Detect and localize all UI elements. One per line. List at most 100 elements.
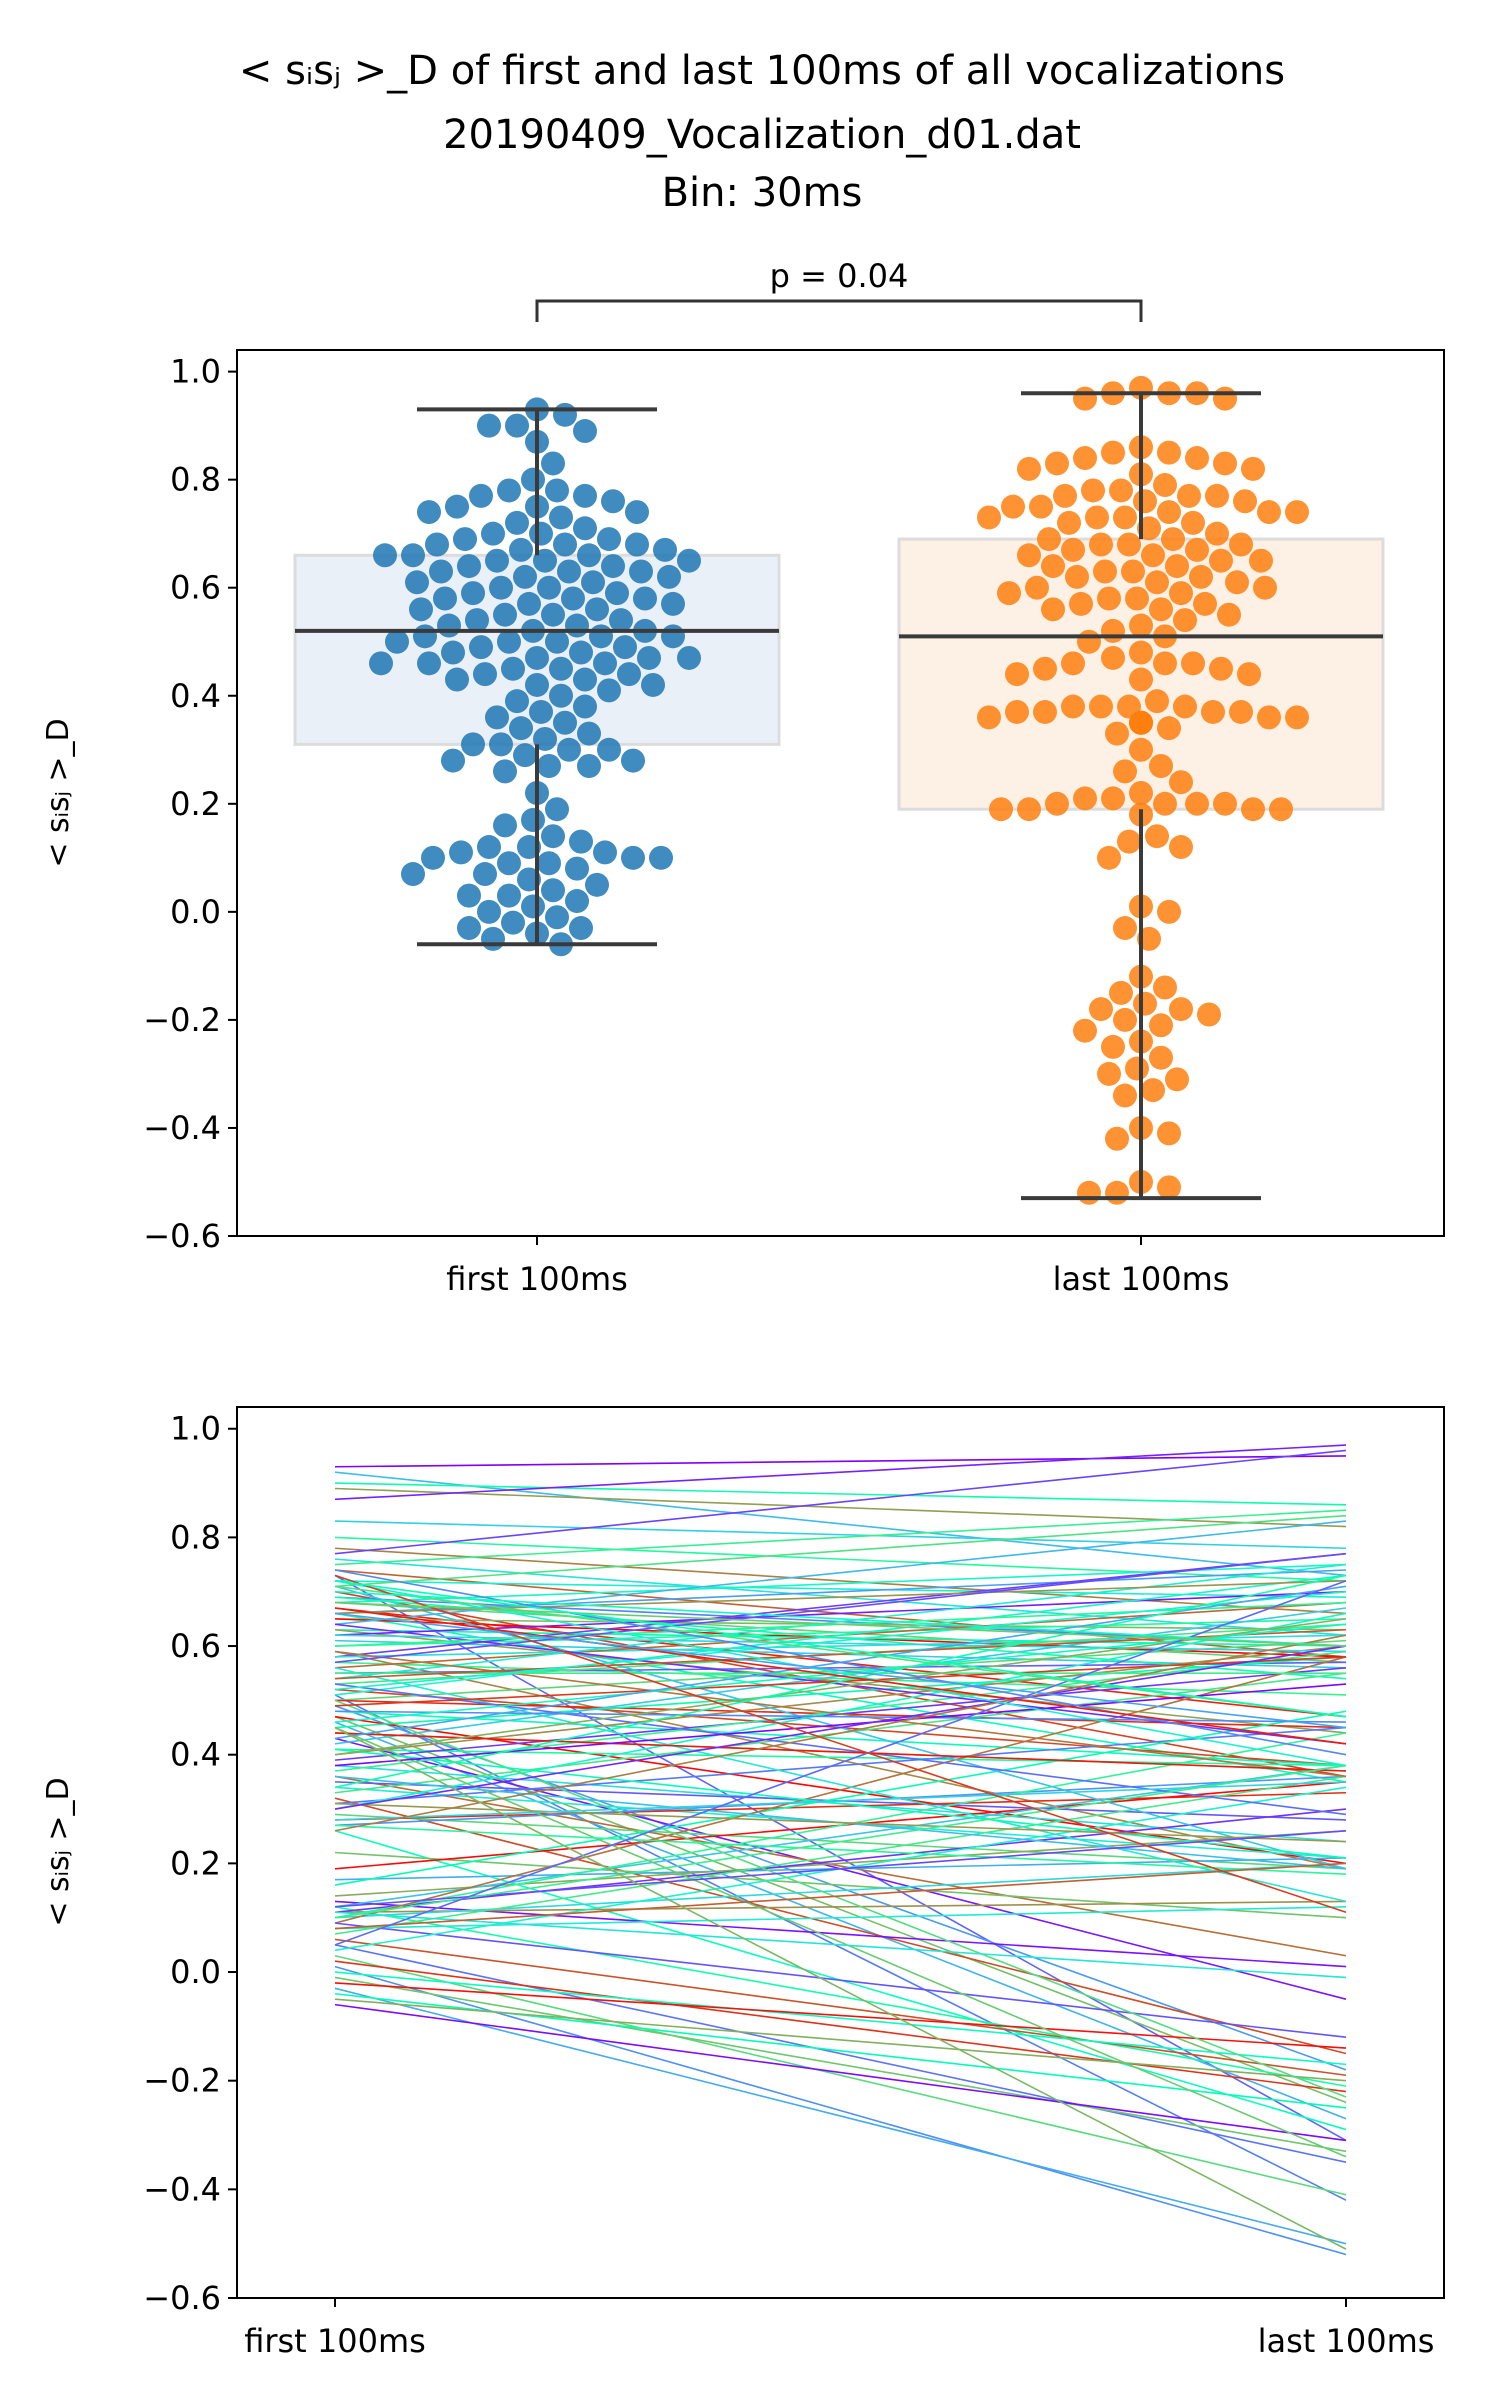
swarm-point (661, 591, 685, 616)
swarm-point (477, 835, 501, 860)
swarm-point (1257, 705, 1281, 730)
swarm-point (573, 694, 597, 719)
swarm-point (537, 575, 561, 600)
swarm-point (625, 532, 649, 557)
swarm-point (1237, 662, 1261, 687)
swarm-point (497, 629, 521, 654)
title-line-3: Bin: 30ms (662, 170, 863, 216)
swarm-point (1169, 581, 1193, 606)
swarm-point (641, 672, 665, 697)
swarm-point (1209, 656, 1233, 681)
swarm-point (1033, 699, 1057, 724)
swarm-point (549, 505, 573, 530)
paired-line (334, 1775, 1347, 1935)
swarm-point (409, 597, 433, 622)
swarm-point (1149, 597, 1173, 622)
swarm-point (1153, 975, 1177, 1000)
swarm-point (617, 662, 641, 687)
swarm-point (1205, 521, 1229, 546)
paired-line (334, 1851, 1347, 1919)
swarm-point (477, 413, 501, 438)
swarm-point (1253, 575, 1277, 600)
swarm-point (509, 537, 533, 562)
paired-line (334, 1514, 1347, 1588)
swarm-point (1069, 591, 1093, 616)
bottom-ytick-label: 0.4 (170, 1736, 221, 1774)
swarm-point (1157, 440, 1181, 465)
bottom-ytick-label: −0.4 (143, 2170, 221, 2208)
paired-line (334, 1580, 1347, 1598)
swarm-point (613, 635, 637, 660)
swarm-point (1185, 537, 1209, 562)
swarm-point (1133, 489, 1157, 514)
swarm-point (1157, 1175, 1181, 1200)
swarm-point (601, 489, 625, 514)
swarm-point (1169, 997, 1193, 1022)
top-ytick-label: −0.4 (143, 1109, 221, 1147)
swarm-point (1161, 527, 1185, 552)
swarm-point (501, 656, 525, 681)
swarm-point (1101, 645, 1125, 670)
swarm-point (1073, 786, 1097, 811)
bottom-panel-lines: −0.6 −0.4 −0.2 0.0 0.2 0.4 0.6 0.8 1.0 first 100… (41, 1406, 1445, 2360)
paired-line (334, 1732, 1347, 1919)
swarm-point (469, 635, 493, 660)
swarm-point (1129, 781, 1153, 805)
swarm-point (1045, 791, 1069, 816)
paired-line (334, 1829, 1347, 1897)
bottom-ytick-label: −0.2 (143, 2062, 221, 2100)
swarm-point (457, 883, 481, 908)
swarm-point (1169, 835, 1193, 860)
paired-line (334, 1906, 1347, 1930)
swarm-point (1149, 753, 1173, 778)
swarm-point (1101, 1034, 1125, 1059)
paired-line (334, 1764, 1347, 1919)
paired-line (334, 1982, 1347, 2049)
paired-line (334, 1862, 1347, 1919)
paired-line (334, 1580, 1347, 1767)
swarm-point (597, 737, 621, 762)
swarm-point (565, 889, 589, 914)
paired-line (334, 1520, 1347, 1550)
paired-line (334, 1574, 1347, 1696)
swarm-point (477, 899, 501, 924)
swarm-point (1077, 1180, 1101, 1205)
swarm-point (1117, 829, 1141, 854)
bottom-axes-frame (236, 1406, 1445, 2299)
paired-line (334, 1791, 1347, 1821)
swarm-point (1097, 1061, 1121, 1086)
swarm-point (1073, 446, 1097, 471)
swarm-point (565, 856, 589, 881)
swarm-point (1125, 1056, 1149, 1081)
paired-line (334, 1574, 1347, 1914)
bottom-ytick-label: 0.2 (170, 1844, 221, 1882)
paired-line (334, 1536, 1347, 1582)
swarm-point (413, 624, 437, 649)
swarm-point (1041, 554, 1065, 579)
title-line-1: < sᵢsⱼ >_D of first and last 100ms of al… (239, 48, 1285, 94)
bottom-xtick-label: first 100ms (244, 2322, 426, 2360)
paired-line (334, 1781, 1347, 1821)
swarm-point (577, 721, 601, 746)
paired-line (334, 1900, 1347, 1968)
swarm-point (1105, 1126, 1129, 1151)
swarm-point (457, 916, 481, 941)
bottom-ytick-label: 1.0 (170, 1410, 221, 1448)
paired-line (334, 1971, 1347, 2066)
paired-line (334, 1580, 1347, 1946)
figure-title: < sᵢsⱼ >_D of first and last 100ms of al… (239, 48, 1285, 216)
swarm-point (1157, 716, 1181, 741)
swarm-point (461, 581, 485, 606)
swarm-point (1213, 386, 1237, 411)
swarm-point (1061, 694, 1085, 719)
swarm-point (493, 759, 517, 784)
swarm-point (1089, 997, 1113, 1022)
paired-line (334, 1965, 1347, 2256)
swarm-point (485, 705, 509, 730)
top-x-ticks: first 100ms last 100ms (446, 1236, 1229, 1298)
swarm-point (653, 537, 677, 562)
paired-line (334, 1590, 1347, 1691)
bottom-x-ticks: first 100ms last 100ms (244, 2298, 1434, 2360)
swarm-point (1041, 597, 1065, 622)
swarm-point (481, 521, 505, 546)
